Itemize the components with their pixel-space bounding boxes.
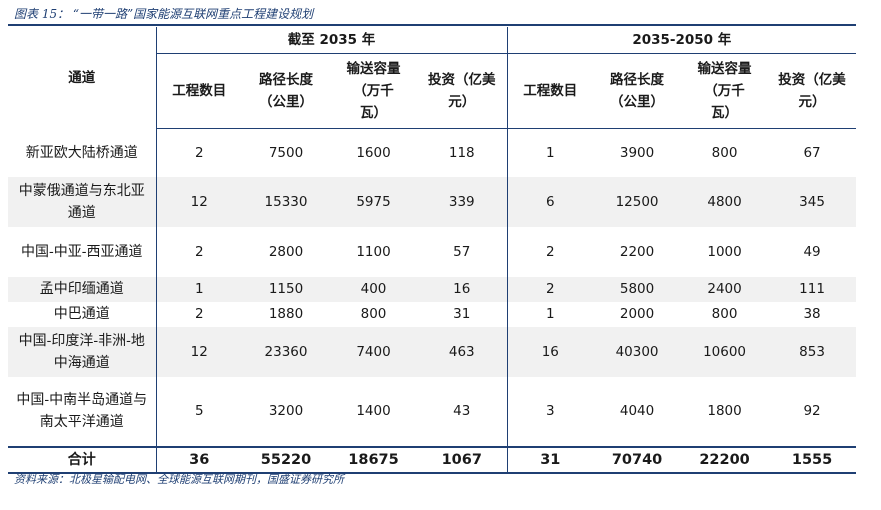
- cell-investment-2035: 339: [417, 176, 508, 227]
- cell-length-2050: 40300: [593, 326, 682, 377]
- cell-investment-2035: 31: [453, 306, 471, 322]
- channel-header: 通道: [68, 69, 96, 86]
- cell-projects-2050: 6: [506, 176, 594, 227]
- cell-length-2050: 3900: [619, 144, 655, 161]
- row-label: 中国-中南半岛通道与南太平洋通道: [16, 392, 148, 430]
- cell-capacity-2050: 1000: [707, 243, 742, 260]
- total-length-2035: 55220: [242, 445, 330, 474]
- source-note: 资料来源：北极星输配电网、全球能源互联网期刊，国盛证券研究所: [14, 473, 344, 486]
- sub-header-capacity: 输送容量（万千瓦）: [330, 53, 417, 129]
- cell-capacity-2050: 4800: [681, 176, 769, 227]
- cell-capacity-2035: 400: [330, 276, 417, 302]
- sub-header-investment: 投资（亿美元）: [768, 53, 857, 129]
- cell-capacity-2050: 1800: [707, 403, 742, 419]
- cell-length-2035: 1880: [268, 306, 304, 322]
- cell-investment-2050: 49: [803, 243, 821, 260]
- row-label: 中国-印度洋-非洲-地中海通道: [8, 326, 156, 377]
- cell-investment-2050: 345: [768, 176, 857, 227]
- cell-projects-2035: 1: [155, 276, 242, 302]
- cell-investment-2050: 853: [768, 326, 857, 377]
- cell-length-2035: 3200: [268, 403, 304, 419]
- row-label: 新亚欧大陆桥通道: [25, 144, 138, 161]
- total-label: 合计: [8, 445, 156, 474]
- sub-header-length: 路径长度（公里）: [593, 53, 682, 129]
- cell-projects-2050: 16: [506, 326, 594, 377]
- row-label: 孟中印缅通道: [8, 276, 156, 302]
- total-length-2050: 70740: [593, 445, 682, 474]
- cell-projects-2035: 2: [155, 128, 242, 177]
- group-2035-header: 截至 2035 年: [155, 27, 508, 54]
- row-label: 中国-中亚-西亚通道: [21, 243, 143, 260]
- cell-capacity-2050: 800: [711, 306, 738, 322]
- cell-length-2035: 1150: [242, 276, 330, 302]
- row-label: 中巴通道: [53, 306, 110, 322]
- energy-grid-plan-table: 通道 截至 2035 年 2035-2050 年 工程数目 路径长度（公里） 输…: [8, 27, 857, 474]
- total-capacity-2035: 18675: [330, 445, 417, 474]
- cell-length-2050: 2000: [619, 306, 655, 322]
- cell-investment-2035: 57: [453, 243, 471, 260]
- total-investment-2035: 1067: [417, 445, 508, 474]
- cell-capacity-2050: 10600: [681, 326, 769, 377]
- sub-header-projects: 工程数目: [506, 53, 594, 129]
- sub-header-length: 路径长度（公里）: [242, 53, 330, 129]
- cell-investment-2035: 118: [448, 144, 475, 161]
- cell-investment-2050: 111: [768, 276, 857, 302]
- cell-projects-2050: 1: [506, 301, 594, 327]
- cell-capacity-2050: 800: [711, 144, 738, 161]
- cell-length-2035: 7500: [268, 144, 304, 161]
- group-2050-header: 2035-2050 年: [506, 27, 857, 54]
- cell-projects-2050: 1: [506, 128, 594, 177]
- cell-capacity-2035: 7400: [330, 326, 417, 377]
- cell-capacity-2035: 1100: [356, 243, 391, 260]
- cell-length-2050: 12500: [593, 176, 682, 227]
- cell-capacity-2050: 2400: [681, 276, 769, 302]
- cell-investment-2035: 463: [417, 326, 508, 377]
- cell-investment-2050: 92: [803, 403, 821, 419]
- cell-projects-2050: 2: [506, 276, 594, 302]
- total-investment-2050: 1555: [768, 445, 857, 474]
- sub-header-capacity: 输送容量（万千瓦）: [681, 53, 769, 129]
- cell-investment-2035: 16: [417, 276, 508, 302]
- cell-investment-2050: 38: [803, 306, 821, 322]
- cell-investment-2050: 67: [803, 144, 821, 161]
- cell-capacity-2035: 5975: [330, 176, 417, 227]
- cell-capacity-2035: 800: [360, 306, 387, 322]
- figure-caption: 图表 15： “一带一路”国家能源互联网重点工程建设规划: [14, 7, 314, 21]
- cell-projects-2035: 2: [155, 301, 242, 327]
- cell-projects-2035: 2: [155, 226, 242, 277]
- total-projects-2035: 36: [155, 445, 242, 474]
- cell-projects-2050: 2: [506, 226, 594, 277]
- cell-capacity-2035: 1400: [356, 403, 391, 419]
- cell-length-2050: 2200: [619, 243, 655, 260]
- cell-projects-2050: 3: [506, 376, 594, 447]
- row-label: 中蒙俄通道与东北亚通道: [8, 176, 156, 227]
- cell-investment-2035: 43: [453, 403, 471, 419]
- total-capacity-2050: 22200: [681, 445, 769, 474]
- cell-length-2050: 5800: [593, 276, 682, 302]
- cell-length-2035: 23360: [242, 326, 330, 377]
- cell-length-2035: 2800: [268, 243, 304, 260]
- total-projects-2050: 31: [506, 445, 594, 474]
- cell-projects-2035: 12: [155, 326, 242, 377]
- sub-header-investment: 投资（亿美元）: [417, 53, 508, 129]
- caption-divider: [8, 24, 856, 26]
- cell-projects-2035: 12: [155, 176, 242, 227]
- cell-length-2050: 4040: [619, 403, 655, 419]
- cell-capacity-2035: 1600: [356, 144, 391, 161]
- sub-header-projects: 工程数目: [155, 53, 242, 129]
- cell-projects-2035: 5: [155, 376, 242, 447]
- cell-length-2035: 15330: [242, 176, 330, 227]
